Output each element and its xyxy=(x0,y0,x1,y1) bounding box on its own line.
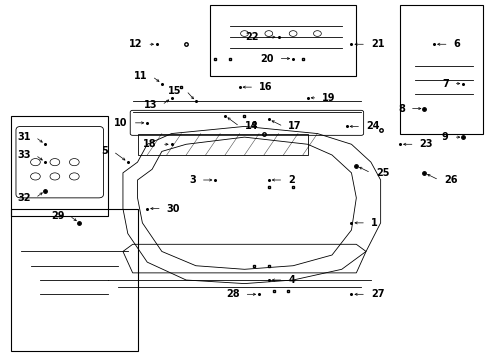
Bar xyxy=(399,5,482,134)
Text: 7: 7 xyxy=(441,78,448,89)
Text: 33: 33 xyxy=(17,150,30,160)
Text: 16: 16 xyxy=(259,82,272,92)
Text: 29: 29 xyxy=(51,211,64,221)
Text: 9: 9 xyxy=(441,132,448,142)
Text: 2: 2 xyxy=(287,175,294,185)
Bar xyxy=(210,5,356,76)
Bar xyxy=(11,208,137,351)
Text: 31: 31 xyxy=(17,132,30,142)
Text: 23: 23 xyxy=(419,139,432,149)
Text: 1: 1 xyxy=(370,218,377,228)
Text: 30: 30 xyxy=(166,203,180,213)
Text: 18: 18 xyxy=(143,139,157,149)
Text: 14: 14 xyxy=(244,121,258,131)
Text: 10: 10 xyxy=(114,118,127,128)
Text: 6: 6 xyxy=(453,39,459,49)
Bar xyxy=(11,116,108,216)
Text: 4: 4 xyxy=(287,275,294,285)
Text: 12: 12 xyxy=(129,39,142,49)
Text: 3: 3 xyxy=(189,175,196,185)
Text: 21: 21 xyxy=(370,39,384,49)
Text: 19: 19 xyxy=(322,93,335,103)
Text: 13: 13 xyxy=(143,100,157,110)
Text: 25: 25 xyxy=(375,168,388,178)
Text: 5: 5 xyxy=(102,147,108,157)
Text: 26: 26 xyxy=(443,175,456,185)
Text: 20: 20 xyxy=(260,54,273,64)
Text: 24: 24 xyxy=(366,121,379,131)
Bar xyxy=(137,134,307,155)
Text: 22: 22 xyxy=(245,32,259,42)
Text: 11: 11 xyxy=(134,71,147,81)
Text: 32: 32 xyxy=(17,193,30,203)
Text: 17: 17 xyxy=(287,121,301,131)
Text: 28: 28 xyxy=(225,289,239,299)
Text: 27: 27 xyxy=(370,289,384,299)
Text: 15: 15 xyxy=(167,86,181,96)
Text: 8: 8 xyxy=(397,104,404,113)
